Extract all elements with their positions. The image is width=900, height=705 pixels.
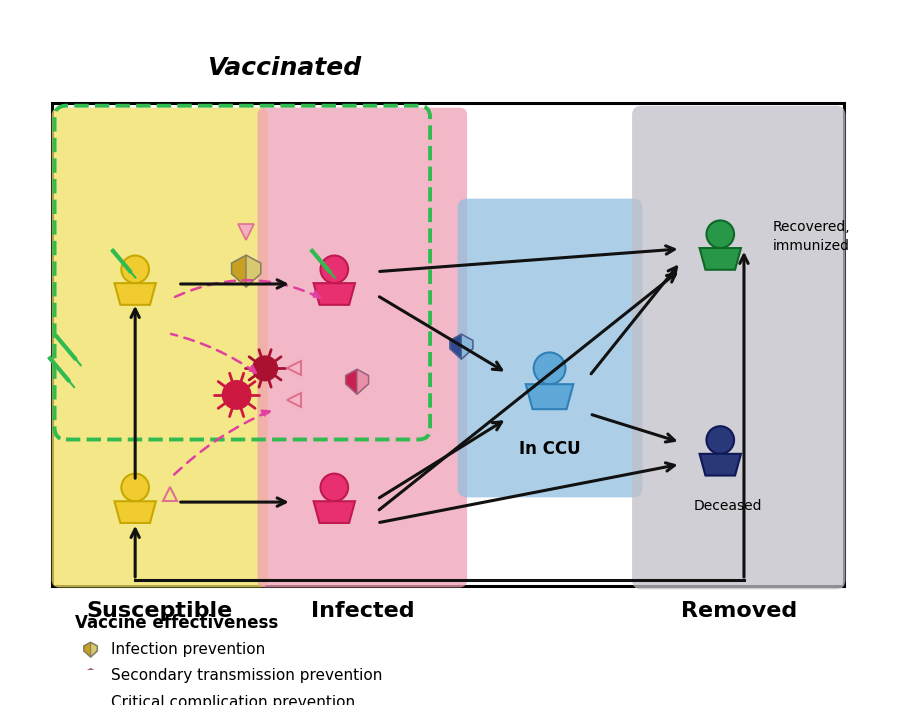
Text: Critical complication prevention: Critical complication prevention	[112, 694, 356, 705]
Circle shape	[253, 356, 277, 381]
Polygon shape	[91, 669, 97, 684]
Text: Vaccinated: Vaccinated	[207, 56, 361, 80]
Circle shape	[122, 255, 149, 283]
Circle shape	[222, 381, 251, 409]
Polygon shape	[313, 501, 355, 523]
Polygon shape	[313, 283, 355, 305]
Circle shape	[320, 255, 348, 283]
Circle shape	[122, 474, 149, 501]
Polygon shape	[91, 642, 97, 657]
FancyBboxPatch shape	[51, 108, 268, 587]
Polygon shape	[84, 695, 91, 705]
Text: Removed: Removed	[681, 601, 797, 621]
Polygon shape	[346, 369, 357, 394]
Text: Infection prevention: Infection prevention	[112, 642, 266, 656]
Polygon shape	[526, 384, 573, 409]
Polygon shape	[91, 695, 97, 705]
Text: Infected: Infected	[310, 601, 415, 621]
Polygon shape	[114, 283, 156, 305]
Circle shape	[706, 221, 734, 248]
Polygon shape	[699, 454, 741, 476]
Polygon shape	[84, 642, 91, 657]
Text: In CCU: In CCU	[518, 440, 580, 458]
Polygon shape	[450, 334, 462, 359]
Circle shape	[534, 352, 565, 384]
Text: Recovered,
immunized: Recovered, immunized	[772, 221, 850, 253]
FancyBboxPatch shape	[257, 108, 467, 587]
Text: Susceptible: Susceptible	[86, 601, 233, 621]
Text: Deceased: Deceased	[694, 499, 762, 513]
FancyBboxPatch shape	[51, 103, 843, 587]
FancyBboxPatch shape	[457, 199, 643, 497]
Polygon shape	[699, 248, 741, 270]
Circle shape	[320, 474, 348, 501]
Polygon shape	[246, 255, 261, 287]
Text: Vaccine effectiveness: Vaccine effectiveness	[76, 613, 279, 632]
Polygon shape	[231, 255, 246, 287]
Text: Secondary transmission prevention: Secondary transmission prevention	[112, 668, 382, 683]
Polygon shape	[84, 669, 91, 684]
Polygon shape	[114, 501, 156, 523]
Polygon shape	[462, 334, 472, 359]
Circle shape	[706, 427, 734, 454]
Polygon shape	[357, 369, 368, 394]
FancyBboxPatch shape	[632, 106, 845, 589]
